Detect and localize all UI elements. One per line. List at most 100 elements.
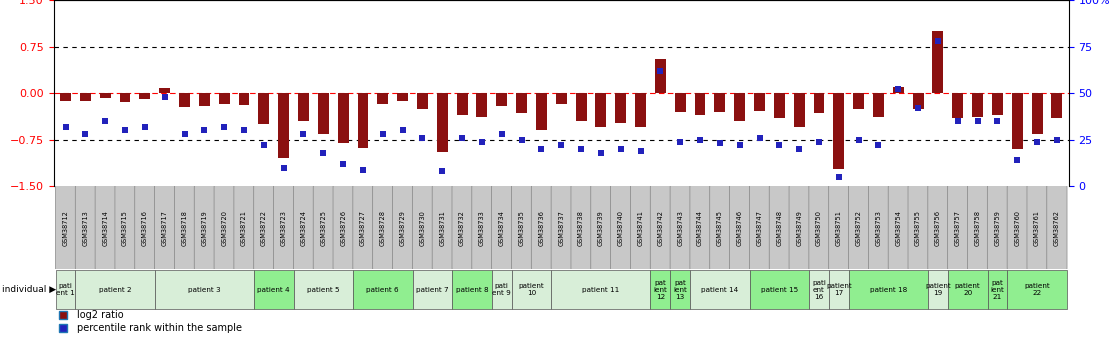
FancyBboxPatch shape xyxy=(769,184,789,272)
FancyBboxPatch shape xyxy=(610,184,631,272)
Text: GSM38719: GSM38719 xyxy=(201,210,207,246)
FancyBboxPatch shape xyxy=(987,184,1007,272)
Bar xyxy=(120,93,131,102)
FancyBboxPatch shape xyxy=(274,184,294,272)
Bar xyxy=(992,93,1003,115)
FancyBboxPatch shape xyxy=(749,184,769,272)
FancyBboxPatch shape xyxy=(631,184,651,272)
Text: GSM38753: GSM38753 xyxy=(875,210,881,246)
FancyBboxPatch shape xyxy=(987,270,1007,309)
Bar xyxy=(278,93,290,158)
Text: GSM38736: GSM38736 xyxy=(539,210,544,246)
FancyBboxPatch shape xyxy=(908,184,928,272)
Bar xyxy=(456,93,467,115)
Text: GSM38730: GSM38730 xyxy=(419,210,426,246)
Bar xyxy=(517,93,527,113)
Text: patient 2: patient 2 xyxy=(98,287,132,293)
FancyBboxPatch shape xyxy=(849,184,869,272)
Text: GSM38713: GSM38713 xyxy=(83,210,88,246)
FancyBboxPatch shape xyxy=(888,184,909,272)
FancyBboxPatch shape xyxy=(75,184,95,272)
FancyBboxPatch shape xyxy=(492,184,512,272)
Text: patient 7: patient 7 xyxy=(416,287,448,293)
Bar xyxy=(893,87,903,93)
FancyBboxPatch shape xyxy=(353,270,413,309)
FancyBboxPatch shape xyxy=(928,184,948,272)
FancyBboxPatch shape xyxy=(174,184,195,272)
Text: GSM38734: GSM38734 xyxy=(499,210,504,246)
Text: GSM38743: GSM38743 xyxy=(678,210,683,246)
Text: GSM38755: GSM38755 xyxy=(916,210,921,246)
FancyBboxPatch shape xyxy=(789,184,809,272)
Bar xyxy=(814,93,824,113)
Text: patient 14: patient 14 xyxy=(701,287,739,293)
Bar xyxy=(338,93,349,143)
FancyBboxPatch shape xyxy=(551,184,571,272)
FancyBboxPatch shape xyxy=(690,184,710,272)
Text: GSM38726: GSM38726 xyxy=(340,210,347,246)
Bar xyxy=(60,93,72,101)
FancyBboxPatch shape xyxy=(154,270,254,309)
Text: GSM38750: GSM38750 xyxy=(816,210,822,246)
Bar xyxy=(476,93,487,117)
FancyBboxPatch shape xyxy=(809,184,830,272)
FancyBboxPatch shape xyxy=(214,184,235,272)
FancyBboxPatch shape xyxy=(492,270,512,309)
Text: GSM38729: GSM38729 xyxy=(399,210,406,246)
FancyBboxPatch shape xyxy=(413,270,452,309)
Text: GSM38757: GSM38757 xyxy=(955,210,960,246)
Text: GSM38744: GSM38744 xyxy=(697,210,703,246)
Text: patient 6: patient 6 xyxy=(367,287,399,293)
Text: GSM38759: GSM38759 xyxy=(994,210,1001,246)
FancyBboxPatch shape xyxy=(690,270,749,309)
Bar xyxy=(1012,93,1023,149)
FancyBboxPatch shape xyxy=(571,184,591,272)
Bar xyxy=(794,93,805,127)
Text: GSM38747: GSM38747 xyxy=(757,210,762,246)
Bar xyxy=(100,93,111,98)
Text: GSM38723: GSM38723 xyxy=(281,210,286,246)
Text: pat
ient
12: pat ient 12 xyxy=(653,280,667,300)
Text: GSM38718: GSM38718 xyxy=(181,210,188,246)
Legend: log2 ratio, percentile rank within the sample: log2 ratio, percentile rank within the s… xyxy=(54,310,241,333)
FancyBboxPatch shape xyxy=(413,184,433,272)
FancyBboxPatch shape xyxy=(254,270,294,309)
Bar xyxy=(1051,93,1062,118)
Bar xyxy=(140,93,150,99)
FancyBboxPatch shape xyxy=(234,184,254,272)
Bar xyxy=(873,93,884,117)
FancyBboxPatch shape xyxy=(254,184,274,272)
Text: patient
20: patient 20 xyxy=(955,283,980,296)
Text: patient 15: patient 15 xyxy=(760,287,798,293)
FancyBboxPatch shape xyxy=(651,270,671,309)
FancyBboxPatch shape xyxy=(967,184,987,272)
Text: patient
17: patient 17 xyxy=(826,283,852,296)
Bar xyxy=(754,93,765,110)
Text: patient 3: patient 3 xyxy=(188,287,220,293)
Text: GSM38722: GSM38722 xyxy=(260,210,267,246)
Text: pati
ent 9: pati ent 9 xyxy=(492,283,511,296)
FancyBboxPatch shape xyxy=(392,184,413,272)
FancyBboxPatch shape xyxy=(115,184,135,272)
Text: GSM38720: GSM38720 xyxy=(221,210,227,246)
Bar xyxy=(953,93,964,118)
Bar xyxy=(912,93,923,109)
FancyBboxPatch shape xyxy=(590,184,612,272)
Text: GSM38754: GSM38754 xyxy=(896,210,901,246)
Text: GSM38732: GSM38732 xyxy=(459,210,465,246)
FancyBboxPatch shape xyxy=(651,184,671,272)
Bar xyxy=(973,93,983,117)
FancyBboxPatch shape xyxy=(333,184,353,272)
Bar xyxy=(258,93,269,124)
Text: GSM38714: GSM38714 xyxy=(102,210,108,246)
FancyBboxPatch shape xyxy=(294,270,353,309)
Bar xyxy=(556,93,567,104)
Bar xyxy=(179,93,190,107)
Text: patient
19: patient 19 xyxy=(925,283,950,296)
Bar xyxy=(635,93,646,127)
Text: GSM38742: GSM38742 xyxy=(657,210,663,246)
Bar xyxy=(219,93,229,104)
Bar xyxy=(1032,93,1043,134)
Text: GSM38749: GSM38749 xyxy=(796,210,802,246)
Text: GSM38746: GSM38746 xyxy=(737,210,742,246)
